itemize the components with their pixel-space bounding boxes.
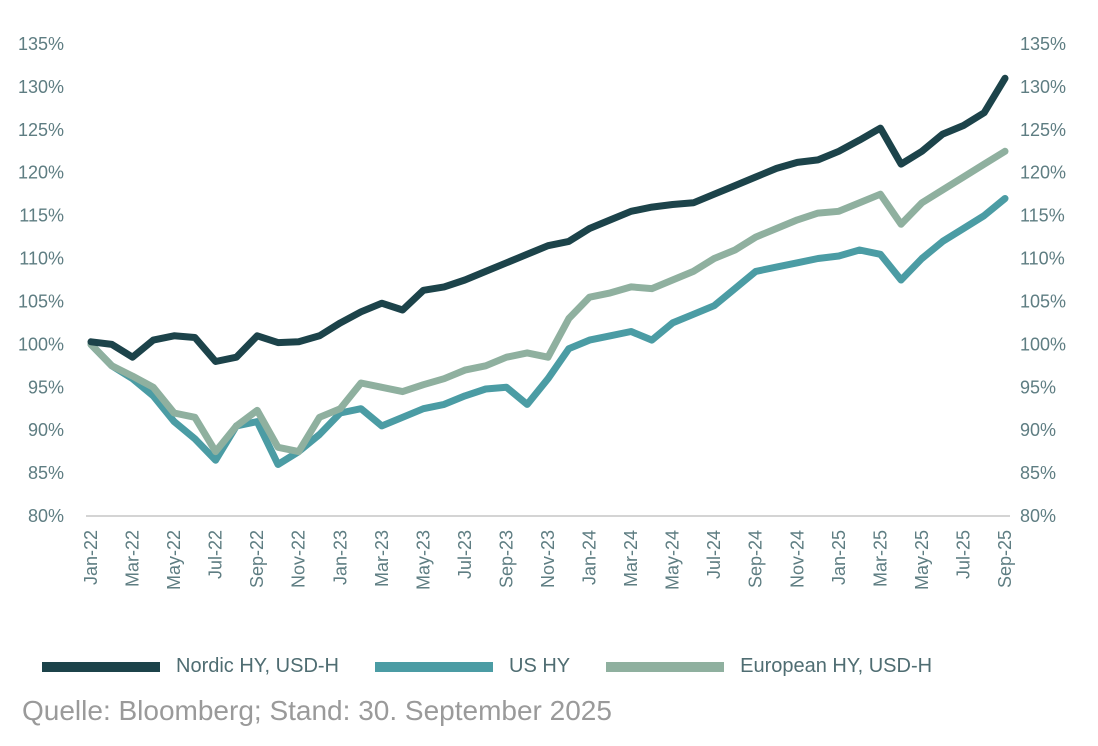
x-tick-label: Nov-24 xyxy=(787,530,807,588)
y-tick-label-left: 130% xyxy=(18,77,64,97)
x-tick-label: Nov-22 xyxy=(289,530,309,588)
series-line-us-hy xyxy=(87,195,1009,468)
y-tick-label-left: 100% xyxy=(18,334,64,354)
y-tick-label-right: 115% xyxy=(1020,206,1065,226)
legend-label: US HY xyxy=(509,655,571,677)
y-tick-label-right: 100% xyxy=(1020,334,1066,354)
x-tick-label: Sep-22 xyxy=(247,530,267,588)
y-tick-label-left: 135% xyxy=(18,34,64,54)
y-tick-label-right: 95% xyxy=(1020,377,1056,397)
source-note: Quelle: Bloomberg; Stand: 30. September … xyxy=(22,695,612,726)
legend-label: Nordic HY, USD-H xyxy=(176,655,339,677)
x-tick-label: Mar-24 xyxy=(621,530,641,587)
y-tick-label-left: 85% xyxy=(28,463,64,483)
legend: Nordic HY, USD-H US HY European HY, USD-… xyxy=(42,655,968,678)
legend-swatch xyxy=(606,661,725,672)
x-tick-label: Jan-23 xyxy=(330,530,350,585)
y-tick-label-left: 125% xyxy=(18,120,64,140)
y-tick-label-left: 105% xyxy=(18,291,64,311)
x-tick-label: Jul-23 xyxy=(455,530,475,579)
legend-item-european: European HY, USD-H xyxy=(606,655,932,678)
y-tick-label-right: 120% xyxy=(1020,163,1066,183)
legend-item-us: US HY xyxy=(375,655,570,678)
y-tick-label-right: 130% xyxy=(1020,77,1066,97)
x-tick-label: Jul-22 xyxy=(206,530,226,579)
y-tick-label-left: 120% xyxy=(18,163,64,183)
x-tick-label: Jul-24 xyxy=(704,530,724,579)
x-tick-label: Sep-24 xyxy=(746,530,766,588)
x-tick-label: May-25 xyxy=(912,530,932,590)
y-tick-label-right: 85% xyxy=(1020,463,1056,483)
x-tick-label: Jan-24 xyxy=(580,530,600,585)
x-tick-label: Jul-25 xyxy=(953,530,973,579)
series-line-european-hy-usd-h xyxy=(87,147,1009,456)
x-tick-label: May-24 xyxy=(663,530,683,590)
y-tick-label-right: 110% xyxy=(1020,249,1065,269)
y-tick-label-right: 135% xyxy=(1020,34,1066,54)
y-tick-label-left: 90% xyxy=(28,420,64,440)
line-chart: 80% 80% 85% 85% 90% 90% 95% 95% 100% 100% 105% 105%… xyxy=(18,34,1066,590)
x-tick-label: Nov-23 xyxy=(538,530,558,588)
y-tick-label-right: 125% xyxy=(1020,120,1066,140)
y-tick-label-left: 80% xyxy=(28,506,64,526)
x-tick-label: Mar-25 xyxy=(870,530,890,587)
x-tick-label: Sep-25 xyxy=(995,530,1015,588)
x-tick-label: Mar-22 xyxy=(123,530,143,587)
x-tick-label: May-23 xyxy=(413,530,433,590)
legend-swatch xyxy=(42,661,160,672)
x-tick-label: Jan-25 xyxy=(829,530,849,585)
x-tick-label: Mar-23 xyxy=(372,530,392,587)
x-tick-label: Sep-23 xyxy=(496,530,516,588)
y-tick-label-left: 115% xyxy=(19,206,64,226)
legend-swatch xyxy=(375,661,493,672)
x-tick-label: Jan-22 xyxy=(81,530,101,585)
x-tick-label: May-22 xyxy=(164,530,184,590)
legend-item-nordic: Nordic HY, USD-H xyxy=(42,655,339,678)
series-line-nordic-hy-usd-h xyxy=(87,74,1009,365)
legend-label: European HY, USD-H xyxy=(740,655,933,677)
y-tick-label-right: 90% xyxy=(1020,420,1056,440)
y-tick-label-left: 110% xyxy=(19,249,64,269)
y-tick-label-right: 80% xyxy=(1020,506,1056,526)
y-tick-label-right: 105% xyxy=(1020,291,1066,311)
y-tick-label-left: 95% xyxy=(28,377,64,397)
